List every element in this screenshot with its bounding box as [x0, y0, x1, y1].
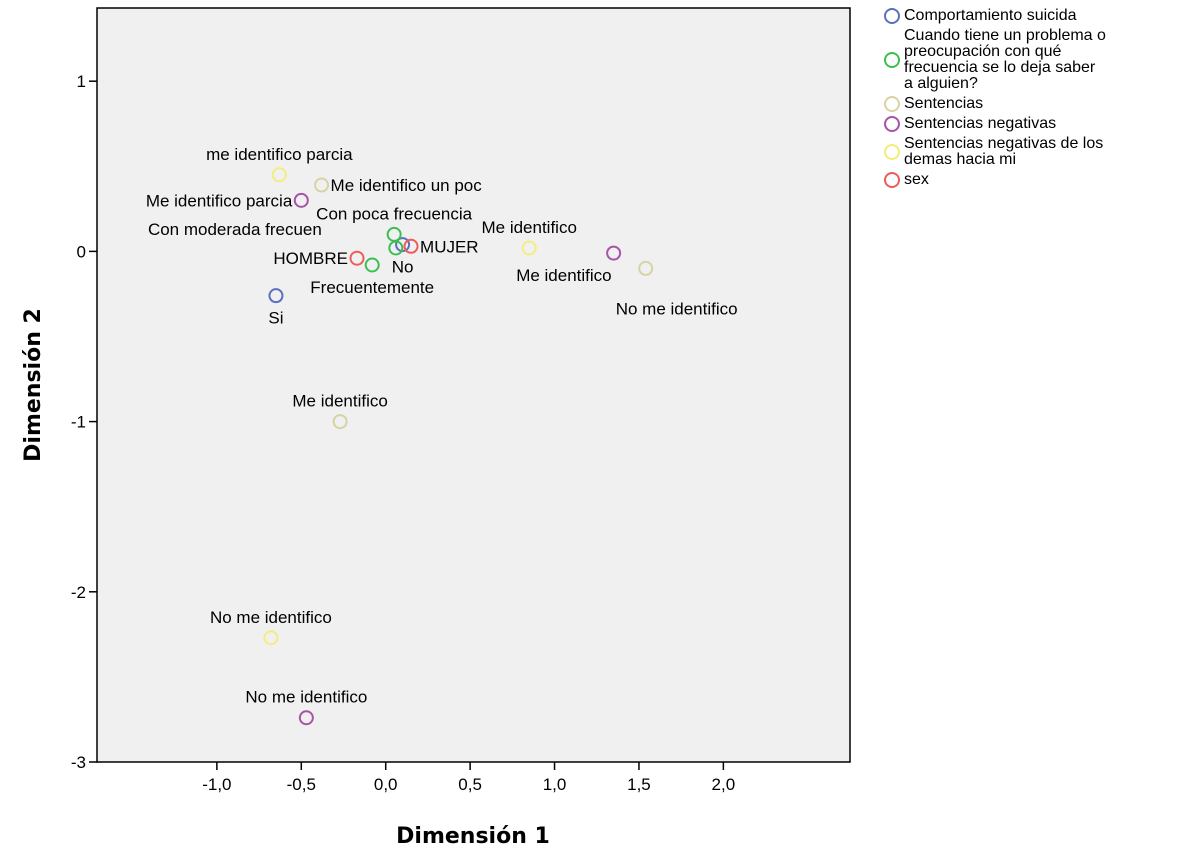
data-point [521, 240, 537, 256]
data-point [271, 167, 287, 183]
legend-label: Sentencias negativas de los demas hacia … [904, 135, 1104, 168]
data-point [606, 245, 622, 261]
x-tick-label: 0,0 [374, 775, 398, 794]
point-label: Me identifico [516, 266, 611, 285]
legend-circle-icon [884, 52, 900, 68]
point-label: No me identifico [210, 608, 332, 627]
point-label: MUJER [420, 237, 479, 256]
point-labels: Si No Con poca frecuencia Frecuentemente Con… [146, 145, 738, 707]
legend-item: sex [884, 172, 1194, 188]
legend-circle-icon [884, 172, 900, 188]
y-tick-label: -2 [71, 583, 86, 602]
legend-item: Comportamiento suicida [884, 8, 1194, 24]
legend-circle-icon [884, 116, 900, 132]
data-point [349, 250, 365, 266]
point-label: Si [268, 309, 283, 328]
data-point [638, 260, 654, 276]
data-point [293, 192, 309, 208]
data-point [263, 630, 279, 646]
legend-item: Sentencias [884, 96, 1194, 112]
legend-circle-icon [884, 96, 900, 112]
point-label: Con poca frecuencia [316, 204, 472, 223]
point-label: No [392, 258, 414, 277]
point-label: Me identifico parcia [146, 191, 293, 210]
x-tick-label: 2,0 [712, 775, 736, 794]
x-tick-label: -1,0 [202, 775, 231, 794]
chart: 1 0 -1 -2 -3 -1,0 -0,5 0,0 0,5 1,0 1,5 2,0 Si No Con… [21, 7, 851, 849]
point-label: Me identifico un poc [331, 176, 483, 195]
legend: Comportamiento suicida Cuando tiene un pr… [884, 8, 1194, 192]
x-tick-label: 1,5 [627, 775, 651, 794]
x-axis-ticks: -1,0 -0,5 0,0 0,5 1,0 1,5 2,0 [202, 762, 735, 794]
point-label: Frecuentemente [310, 278, 434, 297]
x-axis-title: Dimensión 1 [396, 824, 550, 849]
point-label: No me identifico [616, 299, 738, 318]
data-point [314, 177, 330, 193]
point-label: Me identifico [292, 392, 387, 411]
legend-label: Sentencias negativas [904, 115, 1057, 132]
point-label: Con moderada frecuen [148, 220, 322, 239]
data-point [268, 288, 284, 304]
y-axis-title: Dimensión 2 [21, 308, 46, 462]
data-point [332, 414, 348, 430]
x-tick-label: 1,0 [543, 775, 567, 794]
point-label: No me identifico [245, 688, 367, 707]
x-tick-label: -0,5 [287, 775, 316, 794]
legend-label: Cuando tiene un problema o preocupación … [904, 27, 1106, 92]
data-point [298, 710, 314, 726]
y-tick-label: 1 [77, 72, 86, 91]
point-label: Me identifico [481, 218, 576, 237]
legend-item: Sentencias negativas [884, 116, 1194, 132]
data-point [364, 257, 380, 273]
y-tick-label: 0 [77, 242, 86, 261]
legend-circle-icon [884, 8, 900, 24]
data-points [263, 167, 654, 726]
y-axis-ticks: 1 0 -1 -2 -3 [71, 72, 97, 772]
point-label: me identifico parcia [206, 145, 353, 164]
legend-circle-icon [884, 144, 900, 160]
data-point [388, 240, 404, 256]
y-tick-label: -1 [71, 413, 86, 432]
y-tick-label: -3 [71, 753, 86, 772]
plot-area [96, 7, 851, 763]
legend-label: Comportamiento suicida [904, 7, 1077, 24]
legend-label: Sentencias [904, 95, 984, 112]
legend-item: Cuando tiene un problema o preocupación … [884, 28, 1194, 92]
data-point [403, 238, 419, 254]
x-tick-label: 0,5 [458, 775, 482, 794]
legend-item: Sentencias negativas de los demas hacia … [884, 136, 1194, 168]
legend-label: sex [904, 171, 929, 188]
point-label: HOMBRE [273, 249, 348, 268]
